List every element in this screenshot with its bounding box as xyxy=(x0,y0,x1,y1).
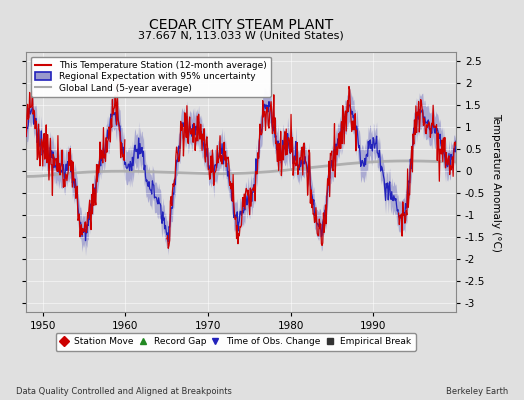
Text: 37.667 N, 113.033 W (United States): 37.667 N, 113.033 W (United States) xyxy=(138,30,344,40)
Legend: Station Move, Record Gap, Time of Obs. Change, Empirical Break: Station Move, Record Gap, Time of Obs. C… xyxy=(56,333,416,351)
Legend: This Temperature Station (12-month average), Regional Expectation with 95% uncer: This Temperature Station (12-month avera… xyxy=(31,56,271,97)
Text: Berkeley Earth: Berkeley Earth xyxy=(446,387,508,396)
Text: Data Quality Controlled and Aligned at Breakpoints: Data Quality Controlled and Aligned at B… xyxy=(16,387,232,396)
Text: CEDAR CITY STEAM PLANT: CEDAR CITY STEAM PLANT xyxy=(149,18,333,32)
Y-axis label: Temperature Anomaly (°C): Temperature Anomaly (°C) xyxy=(491,112,501,252)
